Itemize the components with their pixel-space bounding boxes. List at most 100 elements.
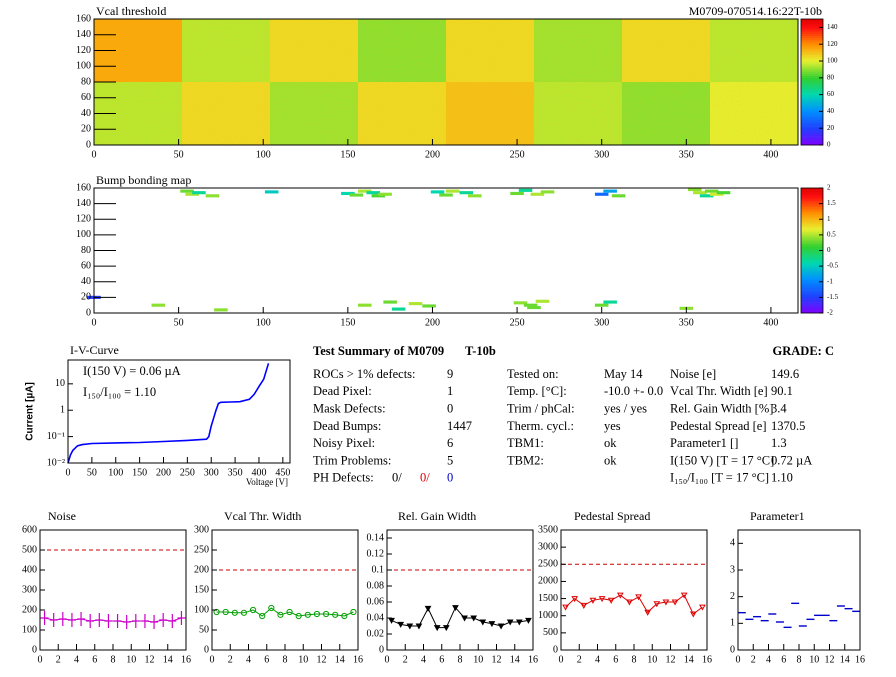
marker <box>313 610 321 618</box>
marker <box>222 608 229 616</box>
marker <box>249 606 257 614</box>
frame <box>39 529 187 651</box>
colorbar-step <box>801 29 823 32</box>
x-tick-label: 200 <box>425 149 440 160</box>
colorbar-step <box>801 21 823 24</box>
y-tick-label: 100 <box>194 604 209 615</box>
colorbar-step <box>801 248 823 251</box>
pixel <box>603 189 617 193</box>
pixel <box>603 300 617 304</box>
summary-label: Tested on: <box>507 367 559 381</box>
colorbar-step <box>801 126 823 129</box>
marker <box>104 614 113 628</box>
y-tick-label: 10 <box>55 378 65 389</box>
colorbar-step <box>801 75 823 79</box>
y-tick-label: 0 <box>32 644 37 655</box>
colorbar-step <box>801 265 823 268</box>
y-tick-label: 160 <box>76 182 91 193</box>
marker <box>131 614 140 628</box>
marker <box>470 615 478 622</box>
colorbar-step <box>801 23 823 26</box>
pixel <box>341 191 355 196</box>
x-tick-label: 4 <box>595 654 600 665</box>
colorbar-step <box>801 235 823 239</box>
colorbar-step <box>801 217 823 220</box>
colorbar-step <box>801 86 823 89</box>
summary-label: Noisy Pixel: <box>313 436 375 450</box>
colorbar-step <box>801 117 823 121</box>
colorbar-step <box>801 290 823 293</box>
colorbar-label: 120 <box>827 40 838 48</box>
y-tick-label: 10⁻¹ <box>47 431 65 442</box>
colorbar-step <box>801 256 823 260</box>
pixel <box>408 302 423 306</box>
summary-value: yes / yes <box>604 401 647 415</box>
colorbar-step <box>801 260 823 264</box>
pixel <box>422 304 436 308</box>
colorbar-step <box>801 223 823 226</box>
colorbar-label: -1 <box>827 277 833 285</box>
colorbar-step <box>801 27 823 30</box>
y-tick-label: 1500 <box>538 593 558 604</box>
colorbar-step <box>801 227 823 230</box>
colorbar-step <box>801 279 823 283</box>
summary-label: PH Defects: <box>313 471 374 485</box>
colorbar-step <box>801 128 823 131</box>
x-tick-label: 14 <box>335 654 345 665</box>
pixel <box>530 192 545 196</box>
panel: I-V-Curve 0 50 100 150 200 250 300 350 400 450 10⁻²… <box>25 343 291 487</box>
marker <box>452 605 459 612</box>
colorbar-step <box>801 277 823 280</box>
colorbar-step <box>801 94 823 97</box>
x-tick-label: 0 <box>736 654 741 665</box>
marker <box>40 611 49 625</box>
marker <box>350 608 357 616</box>
colorbar-step <box>801 288 823 291</box>
pixel <box>594 303 609 307</box>
marker <box>589 597 597 604</box>
colorbar-step <box>801 198 823 201</box>
pixel <box>523 303 538 307</box>
y-tick-label: 500 <box>22 544 37 555</box>
y-tick-label: 600 <box>22 524 37 535</box>
x-tick-label: 0 <box>559 654 564 665</box>
x-tick-label: 150 <box>340 317 355 328</box>
marker <box>497 623 505 630</box>
colorbar-step <box>801 254 823 258</box>
y-tick-label: 4 <box>730 538 735 549</box>
pixel <box>693 191 707 195</box>
colorbar-label: 0.5 <box>827 230 836 238</box>
colorbar-step <box>801 40 823 43</box>
summary-label: Trim Problems: <box>313 453 391 467</box>
colorbar-step <box>801 204 823 208</box>
colorbar-step <box>801 244 823 247</box>
pixel <box>468 194 482 198</box>
panel: Pedestal Spread 0 2 4 6 8 10 12 14 16 0 500 1000 1500… <box>538 509 712 666</box>
colorbar-step <box>801 283 823 287</box>
marker <box>150 615 159 629</box>
grade: GRADE: C <box>773 344 834 358</box>
ph-defect-value: 0/ <box>420 471 430 485</box>
y-tick-label: 140 <box>76 29 91 40</box>
marker <box>662 599 670 606</box>
x-tick-label: 50 <box>174 317 184 328</box>
x-tick-label: 350 <box>679 149 694 160</box>
y-tick-label: 1 <box>730 618 735 629</box>
x-tick-label: 150 <box>340 149 355 160</box>
pixel <box>264 190 279 194</box>
marker <box>58 612 67 626</box>
pixel <box>378 192 392 196</box>
y-tick-label: 2 <box>730 591 735 602</box>
marker <box>424 605 432 612</box>
marker <box>571 596 579 603</box>
pixel <box>205 194 220 198</box>
panel: Noise 0 2 4 6 8 10 12 14 16 0 100 200 300 400 500 600 <box>22 509 191 666</box>
summary-value: May 14 <box>604 367 643 381</box>
pixel <box>192 191 206 195</box>
marker <box>268 604 275 612</box>
frame <box>560 529 708 651</box>
marker <box>231 609 238 616</box>
colorbar-step <box>801 188 823 191</box>
x-tick-label: 16 <box>181 654 191 665</box>
